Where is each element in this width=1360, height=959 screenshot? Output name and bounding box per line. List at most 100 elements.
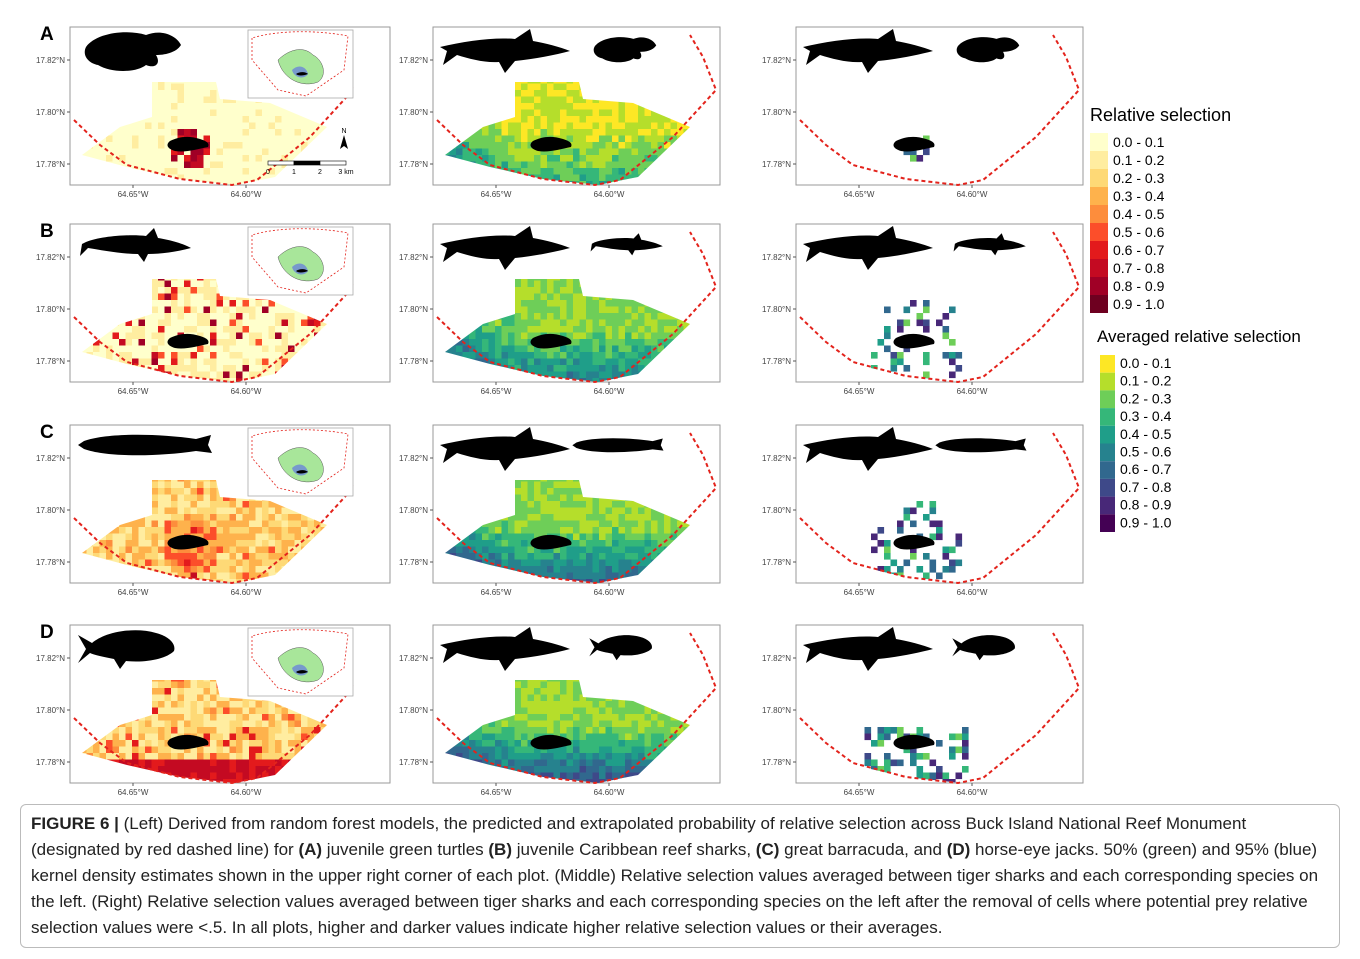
cell bbox=[619, 142, 626, 149]
cell bbox=[178, 110, 185, 117]
cell bbox=[573, 514, 580, 521]
cell bbox=[606, 372, 613, 379]
cell bbox=[113, 136, 120, 143]
cell bbox=[541, 352, 548, 359]
cell bbox=[619, 326, 626, 333]
cell bbox=[502, 339, 509, 346]
cell bbox=[586, 553, 593, 560]
cell bbox=[580, 352, 587, 359]
cell bbox=[612, 333, 619, 340]
cell bbox=[573, 501, 580, 508]
cell bbox=[197, 90, 204, 97]
cell bbox=[586, 175, 593, 182]
cell bbox=[528, 547, 535, 554]
cell bbox=[132, 547, 139, 554]
cell bbox=[204, 508, 211, 515]
cell bbox=[152, 339, 159, 346]
cell bbox=[152, 320, 159, 327]
cell bbox=[152, 123, 159, 130]
cell bbox=[269, 359, 276, 366]
cell bbox=[249, 365, 256, 372]
cell bbox=[443, 586, 450, 593]
cell bbox=[256, 116, 263, 123]
cell bbox=[638, 333, 645, 340]
cell bbox=[515, 155, 522, 162]
cell bbox=[554, 320, 561, 327]
cell bbox=[554, 385, 561, 392]
cell bbox=[132, 553, 139, 560]
cell bbox=[210, 695, 217, 702]
cell bbox=[917, 501, 924, 508]
cell bbox=[269, 508, 276, 515]
cell bbox=[223, 168, 230, 175]
cell bbox=[295, 136, 302, 143]
cell bbox=[210, 110, 217, 117]
cell bbox=[547, 84, 554, 91]
panel-label: B bbox=[40, 221, 54, 242]
cell bbox=[282, 313, 289, 320]
cell bbox=[152, 786, 159, 793]
cell bbox=[456, 346, 463, 353]
cell bbox=[580, 501, 587, 508]
cell bbox=[645, 346, 652, 353]
cell bbox=[236, 123, 243, 130]
cell bbox=[145, 346, 152, 353]
cell bbox=[619, 560, 626, 567]
cell bbox=[295, 326, 302, 333]
cell bbox=[210, 155, 217, 162]
cell bbox=[204, 313, 211, 320]
cell bbox=[567, 287, 574, 294]
cell bbox=[282, 527, 289, 534]
cell bbox=[321, 188, 328, 195]
cell bbox=[567, 116, 574, 123]
cell bbox=[541, 168, 548, 175]
cell bbox=[580, 534, 587, 541]
cell bbox=[126, 753, 133, 760]
cell bbox=[210, 313, 217, 320]
scale-seg bbox=[294, 161, 320, 165]
cell bbox=[191, 708, 198, 715]
cell bbox=[210, 727, 217, 734]
cell bbox=[534, 501, 541, 508]
cell bbox=[612, 116, 619, 123]
cell bbox=[567, 162, 574, 169]
cell bbox=[521, 339, 528, 346]
cell bbox=[210, 339, 217, 346]
legend-title: Averaged relative selection bbox=[1097, 327, 1301, 346]
cell bbox=[106, 339, 113, 346]
cell bbox=[599, 352, 606, 359]
cell bbox=[119, 326, 126, 333]
cell bbox=[243, 534, 250, 541]
cell bbox=[191, 287, 198, 294]
cell bbox=[262, 110, 269, 117]
cell bbox=[275, 534, 282, 541]
cell bbox=[204, 695, 211, 702]
cell bbox=[223, 320, 230, 327]
cell bbox=[599, 514, 606, 521]
cell bbox=[236, 534, 243, 541]
cell bbox=[664, 586, 671, 593]
cell bbox=[223, 714, 230, 721]
cell bbox=[165, 326, 172, 333]
cell bbox=[158, 188, 165, 195]
y-tick-label: 17.80°N bbox=[36, 108, 65, 117]
cell bbox=[191, 162, 198, 169]
cell bbox=[515, 294, 522, 301]
cell bbox=[178, 307, 185, 314]
cell bbox=[586, 168, 593, 175]
cell bbox=[521, 326, 528, 333]
cell bbox=[508, 521, 515, 528]
cell bbox=[158, 495, 165, 502]
cell bbox=[567, 300, 574, 307]
cell bbox=[573, 339, 580, 346]
x-tick-label: 64.65°W bbox=[481, 387, 512, 396]
cell bbox=[599, 129, 606, 136]
cell bbox=[625, 300, 632, 307]
cell bbox=[541, 287, 548, 294]
cell bbox=[606, 136, 613, 143]
cell bbox=[171, 155, 178, 162]
cell bbox=[528, 103, 535, 110]
cell bbox=[249, 521, 256, 528]
cell bbox=[495, 339, 502, 346]
cell bbox=[606, 326, 613, 333]
